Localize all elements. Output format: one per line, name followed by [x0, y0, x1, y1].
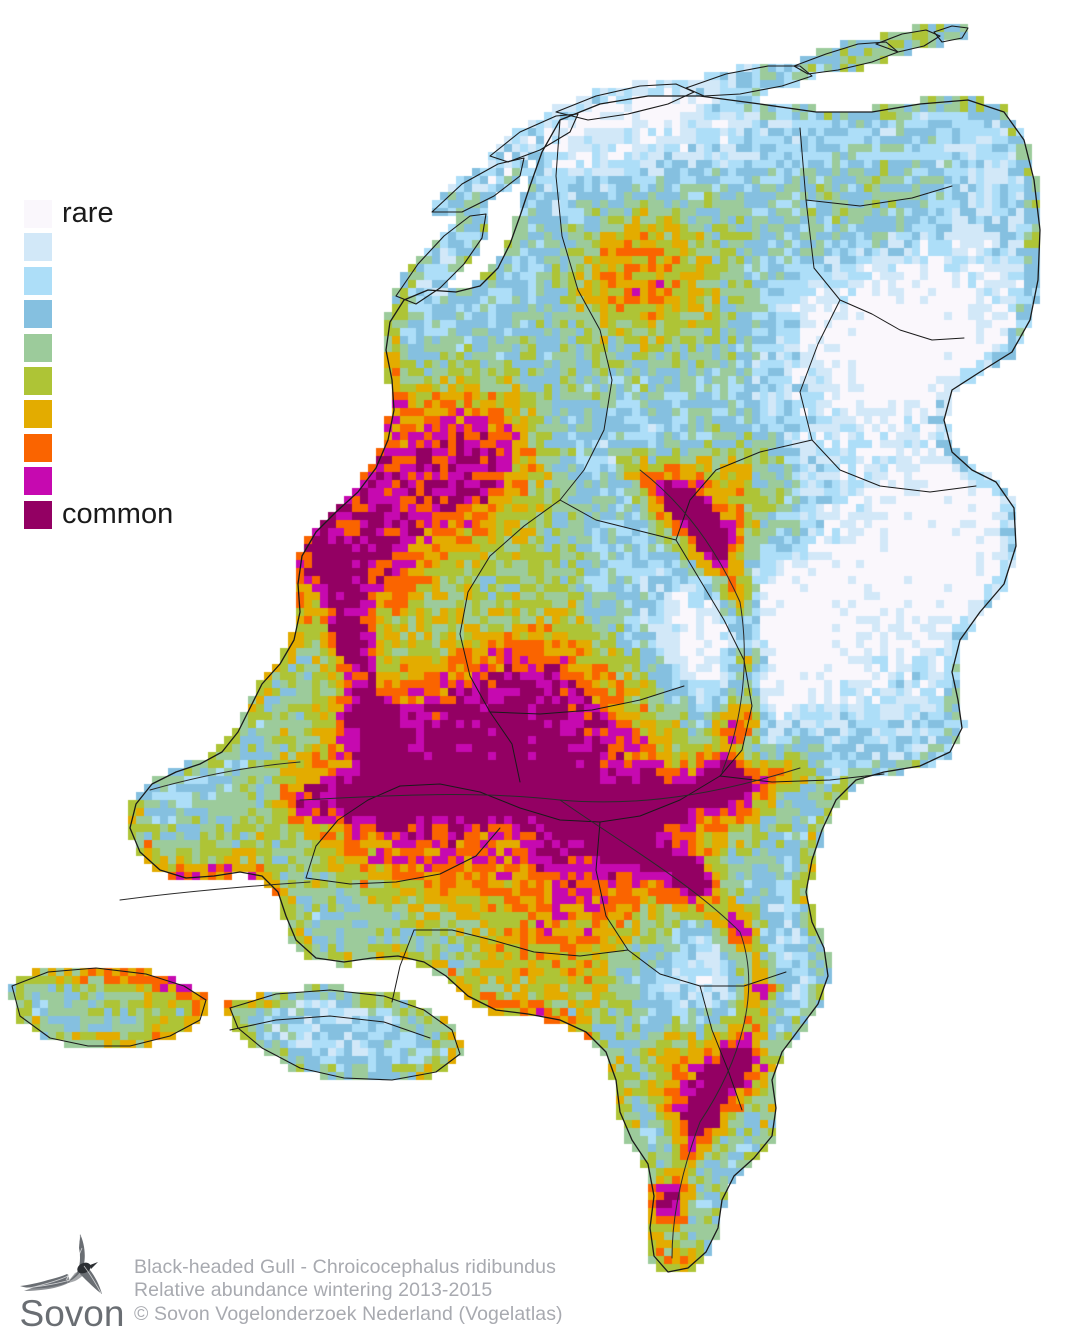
legend: rare common	[24, 197, 214, 534]
caption-line-copyright: © Sovon Vogelonderzoek Nederland (Vogela…	[134, 1302, 563, 1325]
legend-swatch-1	[24, 200, 52, 228]
sovon-logo: Sovon	[18, 1228, 126, 1332]
legend-label-common: common	[62, 497, 174, 530]
legend-row	[24, 433, 214, 467]
map-caption: Black-headed Gull - Chroicocephalus ridi…	[134, 1256, 563, 1327]
legend-row: rare	[24, 197, 214, 233]
sovon-wordmark: Sovon	[20, 1293, 125, 1332]
legend-swatch-5	[24, 333, 52, 362]
legend-row	[24, 266, 214, 300]
caption-line-species: Black-headed Gull - Chroicocephalus ridi…	[134, 1255, 556, 1278]
caption-line-subject: Relative abundance wintering 2013-2015	[134, 1279, 493, 1301]
legend-swatch-6	[24, 366, 52, 395]
legend-row	[24, 400, 214, 433]
legend-swatch-8	[24, 433, 52, 462]
legend-swatch-2	[24, 233, 52, 262]
legend-row	[24, 366, 214, 400]
legend-swatch-7	[24, 400, 52, 429]
legend-swatch-4	[24, 300, 52, 329]
legend-swatch-10	[24, 500, 52, 529]
legend-label-rare: rare	[62, 197, 114, 229]
legend-row: common	[24, 498, 214, 534]
legend-row	[24, 467, 214, 500]
legend-row	[24, 333, 214, 367]
legend-row	[24, 300, 214, 333]
legend-swatch-3	[24, 266, 52, 295]
legend-row	[24, 233, 214, 266]
swallow-bird-icon: Sovon	[20, 1234, 125, 1332]
legend-swatch-9	[24, 467, 52, 496]
footer: Sovon Black-headed Gull - Chroicocephalu…	[0, 1220, 1074, 1340]
